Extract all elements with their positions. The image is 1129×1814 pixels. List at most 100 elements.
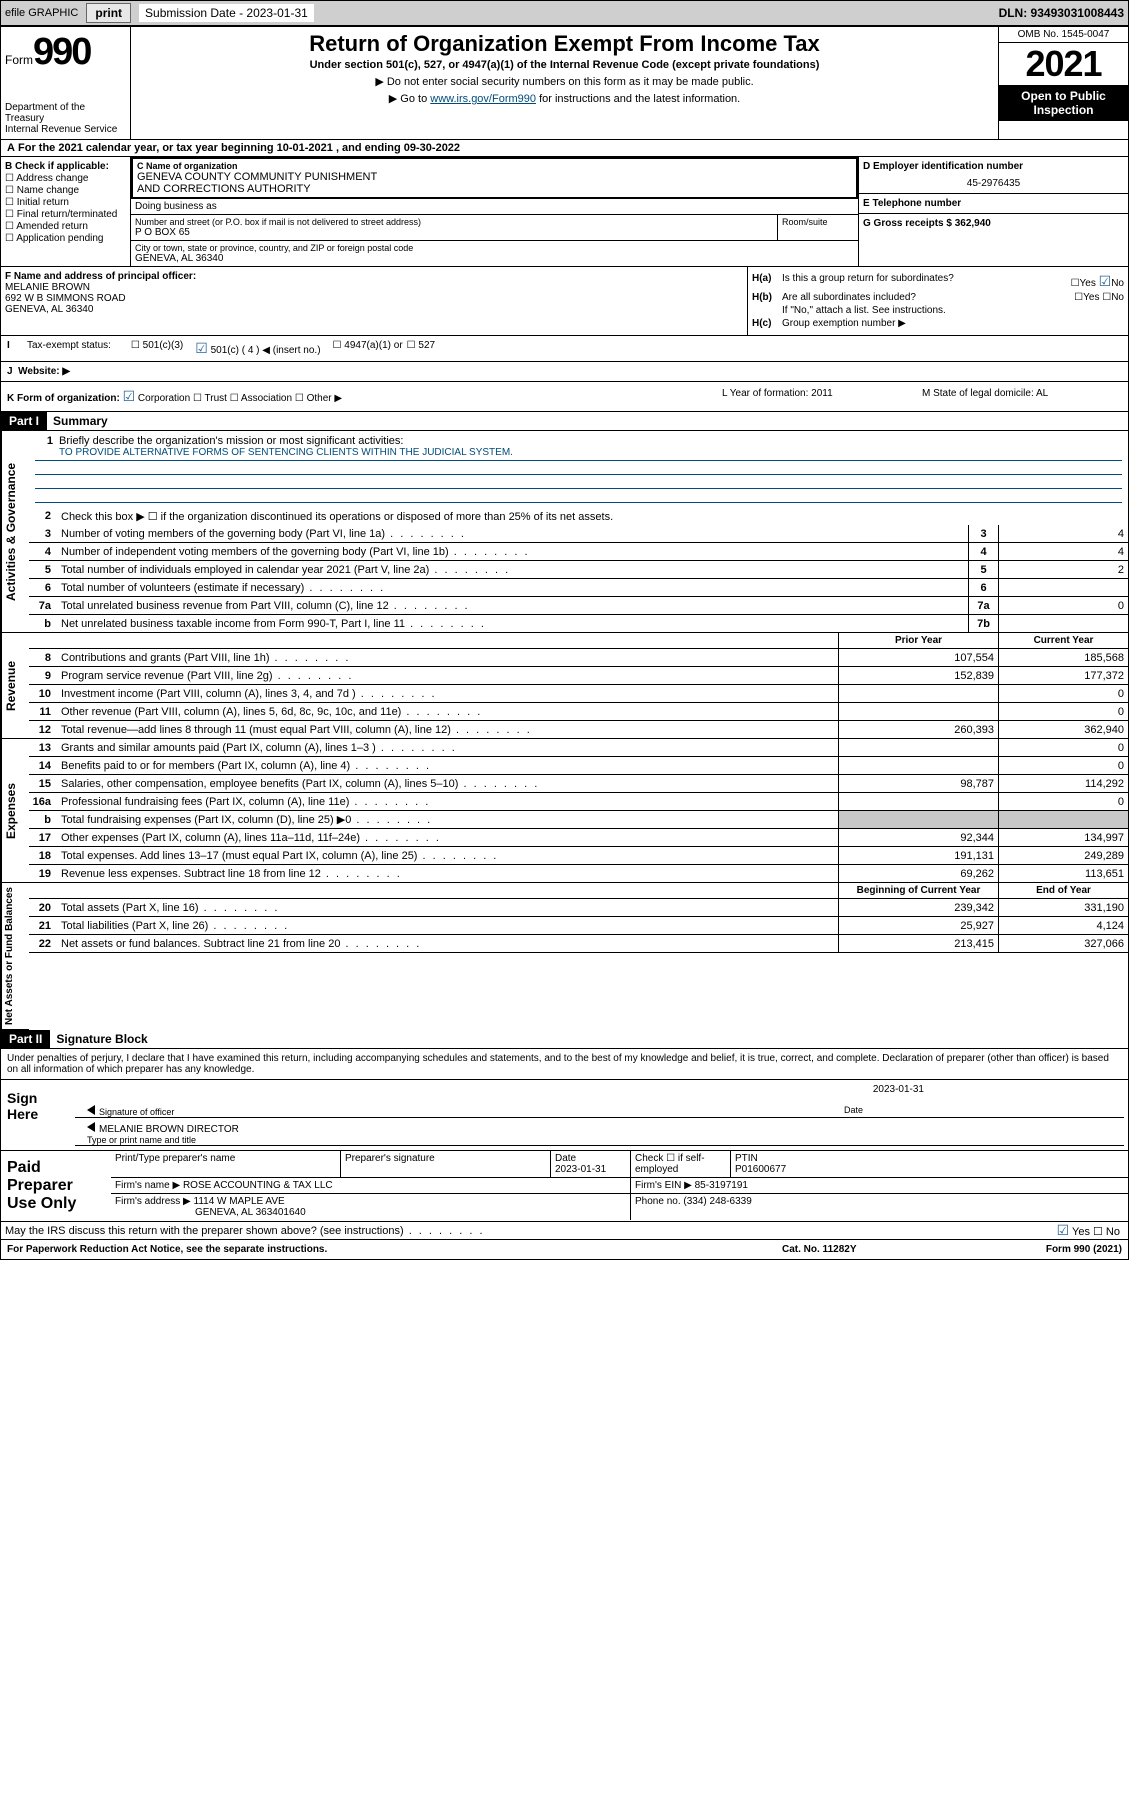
line-value: 4 xyxy=(998,525,1128,542)
form-container: Form 990 Department of the Treasury Inte… xyxy=(0,26,1129,1260)
mission-text: TO PROVIDE ALTERNATIVE FORMS OF SENTENCI… xyxy=(35,447,1122,461)
preparer-label: Paid Preparer Use Only xyxy=(1,1151,111,1221)
current-year: 0 xyxy=(998,739,1128,756)
summary-line: 18Total expenses. Add lines 13–17 (must … xyxy=(29,847,1128,865)
row-a: A For the 2021 calendar year, or tax yea… xyxy=(1,140,1128,157)
cb-address[interactable]: ☐ Address change xyxy=(5,173,126,184)
current-year: 249,289 xyxy=(998,847,1128,864)
section-b: B Check if applicable: ☐ Address change … xyxy=(1,157,131,266)
current-year: 0 xyxy=(998,793,1128,810)
cb-final[interactable]: ☐ Final return/terminated xyxy=(5,209,126,220)
prior-year xyxy=(838,757,998,774)
cb-name[interactable]: ☐ Name change xyxy=(5,185,126,196)
firm-addr2: GENEVA, AL 363401640 xyxy=(115,1207,306,1218)
row-k: K Form of organization: ☑ Corporation ☐ … xyxy=(1,382,1128,412)
summary-gov: Activities & Governance 1Briefly describ… xyxy=(1,431,1128,633)
line2: Check this box ▶ ☐ if the organization d… xyxy=(57,508,1128,525)
signer-name: MELANIE BROWN DIRECTOR xyxy=(99,1124,239,1135)
current-year: 0 xyxy=(998,757,1128,774)
pra-notice: For Paperwork Reduction Act Notice, see … xyxy=(7,1244,782,1255)
summary-line: 16aProfessional fundraising fees (Part I… xyxy=(29,793,1128,811)
form-title: Return of Organization Exempt From Incom… xyxy=(139,31,990,57)
prior-year xyxy=(838,685,998,702)
summary-line: 19Revenue less expenses. Subtract line 1… xyxy=(29,865,1128,883)
summary-line: 21Total liabilities (Part X, line 26) 25… xyxy=(29,917,1128,935)
address-row: Number and street (or P.O. box if mail i… xyxy=(131,215,858,240)
cb-pending[interactable]: ☐ Application pending xyxy=(5,233,126,244)
current-year: 114,292 xyxy=(998,775,1128,792)
omb-number: OMB No. 1545-0047 xyxy=(999,27,1128,43)
prior-year: 98,787 xyxy=(838,775,998,792)
dln: DLN: 93493031008443 xyxy=(999,6,1124,20)
cb-other[interactable]: ☐ xyxy=(295,393,307,404)
summary-line: 6Total number of volunteers (estimate if… xyxy=(29,579,1128,597)
form-ref: Form 990 (2021) xyxy=(982,1244,1122,1255)
row-i: I Tax-exempt status: ☐ 501(c)(3) ☑ 501(c… xyxy=(1,336,1128,362)
ein-value: 45-2976435 xyxy=(863,178,1124,189)
discuss-yesno[interactable]: ☑ Yes ☐ No xyxy=(998,1222,1128,1239)
dept-label: Department of the Treasury xyxy=(5,102,126,124)
hb-yesno[interactable]: ☐Yes ☐No xyxy=(1034,292,1124,303)
arrow-icon xyxy=(87,1105,95,1115)
current-year: 331,190 xyxy=(998,899,1128,916)
irs-link[interactable]: www.irs.gov/Form990 xyxy=(430,93,536,105)
ptin-value: P01600677 xyxy=(735,1164,786,1175)
street-value: P O BOX 65 xyxy=(135,227,773,238)
vtab-rev: Revenue xyxy=(1,633,29,739)
part2-header: Part II Signature Block xyxy=(1,1030,1128,1049)
vtab-gov: Activities & Governance xyxy=(1,431,29,633)
goto-note: ▶ Go to www.irs.gov/Form990 for instruct… xyxy=(139,92,990,105)
summary-line: 3Number of voting members of the governi… xyxy=(29,525,1128,543)
cb-4947[interactable]: ☐ 4947(a)(1) or xyxy=(333,340,403,357)
officer-name: MELANIE BROWN xyxy=(5,282,743,293)
firm-ein: 85-3197191 xyxy=(695,1180,748,1191)
cb-amended[interactable]: ☐ Amended return xyxy=(5,221,126,232)
summary-line: 11Other revenue (Part VIII, column (A), … xyxy=(29,703,1128,721)
summary-line: 12Total revenue—add lines 8 through 11 (… xyxy=(29,721,1128,739)
summary-line: 13Grants and similar amounts paid (Part … xyxy=(29,739,1128,757)
cb-trust[interactable]: ☐ xyxy=(193,393,205,404)
prior-year: 260,393 xyxy=(838,721,998,738)
cb-assoc[interactable]: ☐ xyxy=(230,393,241,404)
self-emp-check[interactable]: Check ☐ if self-employed xyxy=(631,1151,731,1177)
name-label: C Name of organization xyxy=(137,161,852,171)
line-value: 2 xyxy=(998,561,1128,578)
cb-501c3[interactable]: ☐ 501(c)(3) xyxy=(131,340,183,357)
discuss-question: May the IRS discuss this return with the… xyxy=(1,1223,998,1239)
prior-year: 25,927 xyxy=(838,917,998,934)
sign-here-label: Sign Here xyxy=(1,1080,71,1150)
cb-527[interactable]: ☐ 527 xyxy=(407,340,435,357)
prior-year: 107,554 xyxy=(838,649,998,666)
summary-line: 9Program service revenue (Part VIII, lin… xyxy=(29,667,1128,685)
current-year: 0 xyxy=(998,703,1128,720)
summary-line: 10Investment income (Part VIII, column (… xyxy=(29,685,1128,703)
line-value xyxy=(998,579,1128,596)
row-j: J Website: ▶ xyxy=(1,362,1128,382)
summary-line: 22Net assets or fund balances. Subtract … xyxy=(29,935,1128,953)
header-right: OMB No. 1545-0047 2021 Open to Public In… xyxy=(998,27,1128,139)
prior-year xyxy=(838,811,998,828)
vtab-exp: Expenses xyxy=(1,739,29,883)
cb-501c[interactable]: ☑ 501(c) ( 4 ) ◀ (insert no.) xyxy=(195,340,320,357)
cb-initial[interactable]: ☐ Initial return xyxy=(5,197,126,208)
summary-line: 15Salaries, other compensation, employee… xyxy=(29,775,1128,793)
vtab-net: Net Assets or Fund Balances xyxy=(1,883,29,1030)
form-number: 990 xyxy=(33,31,90,74)
section-fh: F Name and address of principal officer:… xyxy=(1,267,1128,336)
section-h: H(a) Is this a group return for subordin… xyxy=(748,267,1128,335)
print-button[interactable]: print xyxy=(86,3,131,23)
prior-year: 239,342 xyxy=(838,899,998,916)
gross-value: 362,940 xyxy=(955,218,991,229)
prior-year xyxy=(838,703,998,720)
submission-date: Submission Date - 2023-01-31 xyxy=(139,4,314,22)
prior-year: 191,131 xyxy=(838,847,998,864)
street-box: Number and street (or P.O. box if mail i… xyxy=(131,215,778,240)
open-inspection: Open to Public Inspection xyxy=(999,85,1128,121)
prior-year: 213,415 xyxy=(838,935,998,952)
summary-rev: Revenue Prior YearCurrent Year 8Contribu… xyxy=(1,633,1128,739)
prior-year: 69,262 xyxy=(838,865,998,882)
cb-corp[interactable]: ☑ xyxy=(123,388,136,404)
irs-label: Internal Revenue Service xyxy=(5,124,126,135)
ha-yesno[interactable]: ☐Yes ☑No xyxy=(1034,273,1124,290)
current-year: 0 xyxy=(998,685,1128,702)
